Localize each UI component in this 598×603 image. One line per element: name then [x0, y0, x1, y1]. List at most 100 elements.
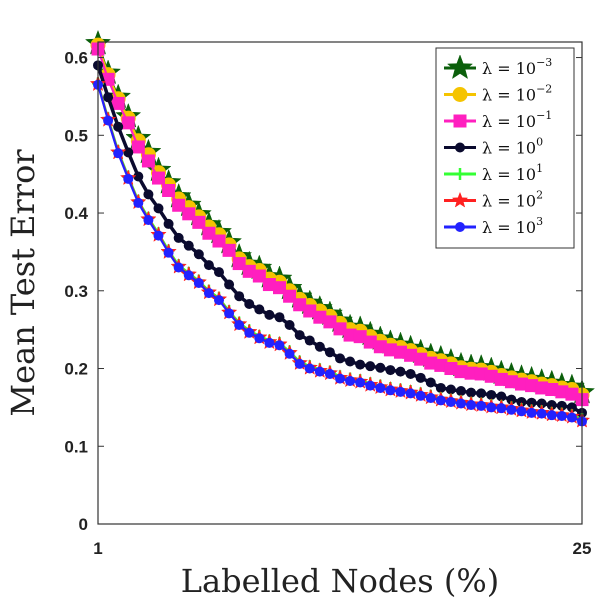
data-point — [345, 356, 356, 367]
data-point — [214, 267, 224, 278]
data-point — [324, 368, 335, 379]
data-point — [486, 389, 497, 400]
data-point — [304, 363, 315, 374]
data-point — [103, 115, 114, 126]
data-point — [304, 335, 315, 346]
data-point — [456, 398, 466, 409]
data-point — [506, 404, 517, 415]
data-point — [435, 382, 446, 393]
x-tick-label: 25 — [573, 539, 592, 558]
data-point — [566, 412, 577, 423]
data-point — [394, 345, 407, 359]
x-tick-label: 1 — [93, 539, 102, 558]
data-point — [163, 218, 174, 229]
y-tick-label: 0.6 — [64, 49, 88, 68]
legend-item: λ = 100 — [444, 136, 543, 158]
data-point — [546, 410, 557, 421]
data-point — [496, 403, 507, 414]
data-point — [143, 215, 154, 226]
data-point — [506, 394, 517, 405]
data-point — [163, 247, 174, 258]
data-point — [355, 359, 366, 370]
data-point — [526, 407, 537, 418]
data-point — [162, 183, 176, 197]
data-point — [526, 397, 537, 408]
data-point — [153, 230, 164, 241]
data-point — [183, 270, 194, 281]
data-point — [545, 383, 559, 397]
data-point — [375, 382, 386, 393]
data-point — [466, 387, 477, 398]
data-point — [103, 92, 114, 103]
legend-marker — [451, 191, 469, 208]
data-point — [113, 121, 124, 132]
data-point — [415, 390, 426, 401]
data-point — [212, 234, 226, 248]
data-point — [456, 386, 466, 397]
series-3 — [91, 42, 589, 407]
data-point — [556, 410, 567, 421]
data-point — [193, 249, 204, 260]
y-tick-label: 0.3 — [64, 282, 88, 301]
data-point — [464, 366, 478, 380]
data-point — [434, 358, 448, 372]
series-layer — [84, 29, 596, 428]
data-point — [484, 369, 498, 383]
data-point — [466, 400, 477, 411]
data-point — [565, 387, 579, 401]
series-4 — [93, 60, 587, 418]
data-point — [496, 391, 507, 402]
legend-label: λ = 101 — [482, 162, 543, 184]
data-point — [153, 203, 164, 214]
data-point — [375, 362, 386, 373]
data-point — [424, 356, 438, 370]
data-point — [202, 226, 216, 240]
data-point — [385, 365, 396, 376]
data-point — [141, 154, 155, 168]
legend-item: λ = 103 — [444, 215, 543, 237]
series-7 — [93, 79, 587, 427]
data-point — [435, 395, 446, 406]
data-point — [264, 337, 275, 348]
data-point — [373, 340, 387, 354]
legend-item: λ = 10−1 — [444, 109, 552, 131]
legend-label: λ = 10−2 — [482, 83, 552, 105]
data-point — [224, 308, 235, 319]
data-point — [121, 116, 135, 130]
data-point — [355, 377, 366, 388]
data-point — [294, 330, 305, 341]
data-point — [123, 173, 134, 184]
legend: λ = 10−3 λ = 10−2 λ = 10−1 λ = 100 λ = 101 λ … — [435, 47, 575, 249]
legend-marker — [452, 87, 468, 102]
legend-label: λ = 103 — [482, 215, 543, 237]
data-point — [303, 304, 317, 318]
data-point — [425, 377, 436, 388]
legend-label: λ = 10−3 — [482, 56, 552, 78]
data-point — [244, 327, 255, 338]
data-point — [494, 372, 508, 386]
legend-item: λ = 102 — [444, 189, 543, 211]
data-point — [133, 171, 144, 182]
data-point — [214, 295, 224, 306]
data-point — [516, 406, 527, 417]
y-axis: 0 0.1 0.2 0.3 0.4 0.5 0.6 — [64, 49, 582, 534]
data-point — [133, 197, 144, 208]
data-point — [345, 375, 356, 386]
data-point — [222, 243, 236, 257]
data-point — [445, 396, 456, 407]
data-point — [234, 291, 245, 302]
data-point — [314, 366, 325, 377]
legend-item: λ = 10−3 — [444, 54, 552, 80]
data-point — [173, 262, 184, 273]
data-point — [244, 298, 255, 309]
data-point — [365, 380, 376, 391]
data-point — [415, 372, 426, 383]
data-point — [343, 328, 357, 342]
data-point — [385, 385, 396, 396]
legend-item: λ = 101 — [444, 162, 543, 184]
y-tick-label: 0.2 — [64, 360, 88, 379]
y-tick-label: 0.4 — [64, 204, 88, 223]
data-point — [262, 278, 276, 292]
data-point — [555, 385, 569, 399]
